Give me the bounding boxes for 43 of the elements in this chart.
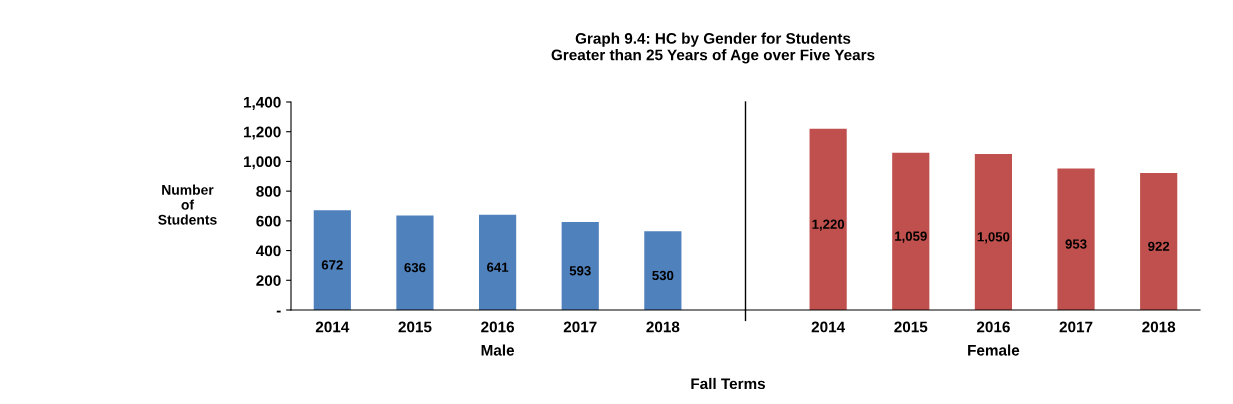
x-tick-label: 2014 (315, 321, 350, 333)
bar (1140, 173, 1178, 310)
x-tick-label: 2015 (894, 321, 928, 333)
x-tick-label: 2017 (563, 321, 597, 333)
data-label: 1,050 (977, 232, 1010, 244)
x-tick-label: 2016 (976, 321, 1010, 333)
chart-title: Graph 9.4: HC by Gender for Students Greater than 25 Years of Age over Five Years (551, 32, 875, 64)
y-tick-label: 1,400 (244, 96, 281, 110)
data-label: 593 (569, 266, 591, 276)
y-axis-title: Number of Students (158, 184, 217, 225)
y-tick-label: 200 (256, 275, 281, 286)
bar (644, 231, 682, 310)
data-label: 672 (321, 260, 343, 270)
bar (561, 221, 599, 310)
y-tick-label: 600 (256, 215, 281, 227)
bar (809, 128, 847, 310)
bar (1057, 168, 1095, 310)
bar (313, 210, 351, 310)
bar (892, 152, 930, 310)
data-label: 641 (487, 262, 509, 272)
data-label: 636 (404, 262, 426, 273)
data-label: 922 (1148, 241, 1170, 251)
data-label: 1,220 (812, 219, 845, 231)
x-tick-label: 2018 (1142, 321, 1176, 333)
text: Female (968, 344, 1020, 356)
x-tick-label: 2014 (811, 321, 846, 333)
y-tick-label: 1,000 (244, 156, 281, 170)
y-tick-label: - (276, 310, 281, 313)
data-label: 530 (652, 270, 674, 281)
bar (974, 154, 1012, 310)
y-tick-label: 800 (256, 186, 281, 197)
y-tick-label: 400 (256, 245, 281, 257)
x-tick-label: 2016 (481, 321, 515, 333)
bar (479, 214, 517, 310)
x-axis-title: Fall Terms (691, 377, 766, 390)
y-tick-label: 1,200 (244, 126, 281, 140)
text: Male (481, 344, 515, 356)
data-label: 1,059 (895, 231, 927, 243)
data-label: 953 (1065, 239, 1087, 249)
x-tick-label: 2018 (646, 321, 680, 333)
x-tick-label: 2017 (1059, 321, 1093, 333)
x-tick-label: 2015 (398, 321, 432, 333)
bar (396, 215, 434, 310)
